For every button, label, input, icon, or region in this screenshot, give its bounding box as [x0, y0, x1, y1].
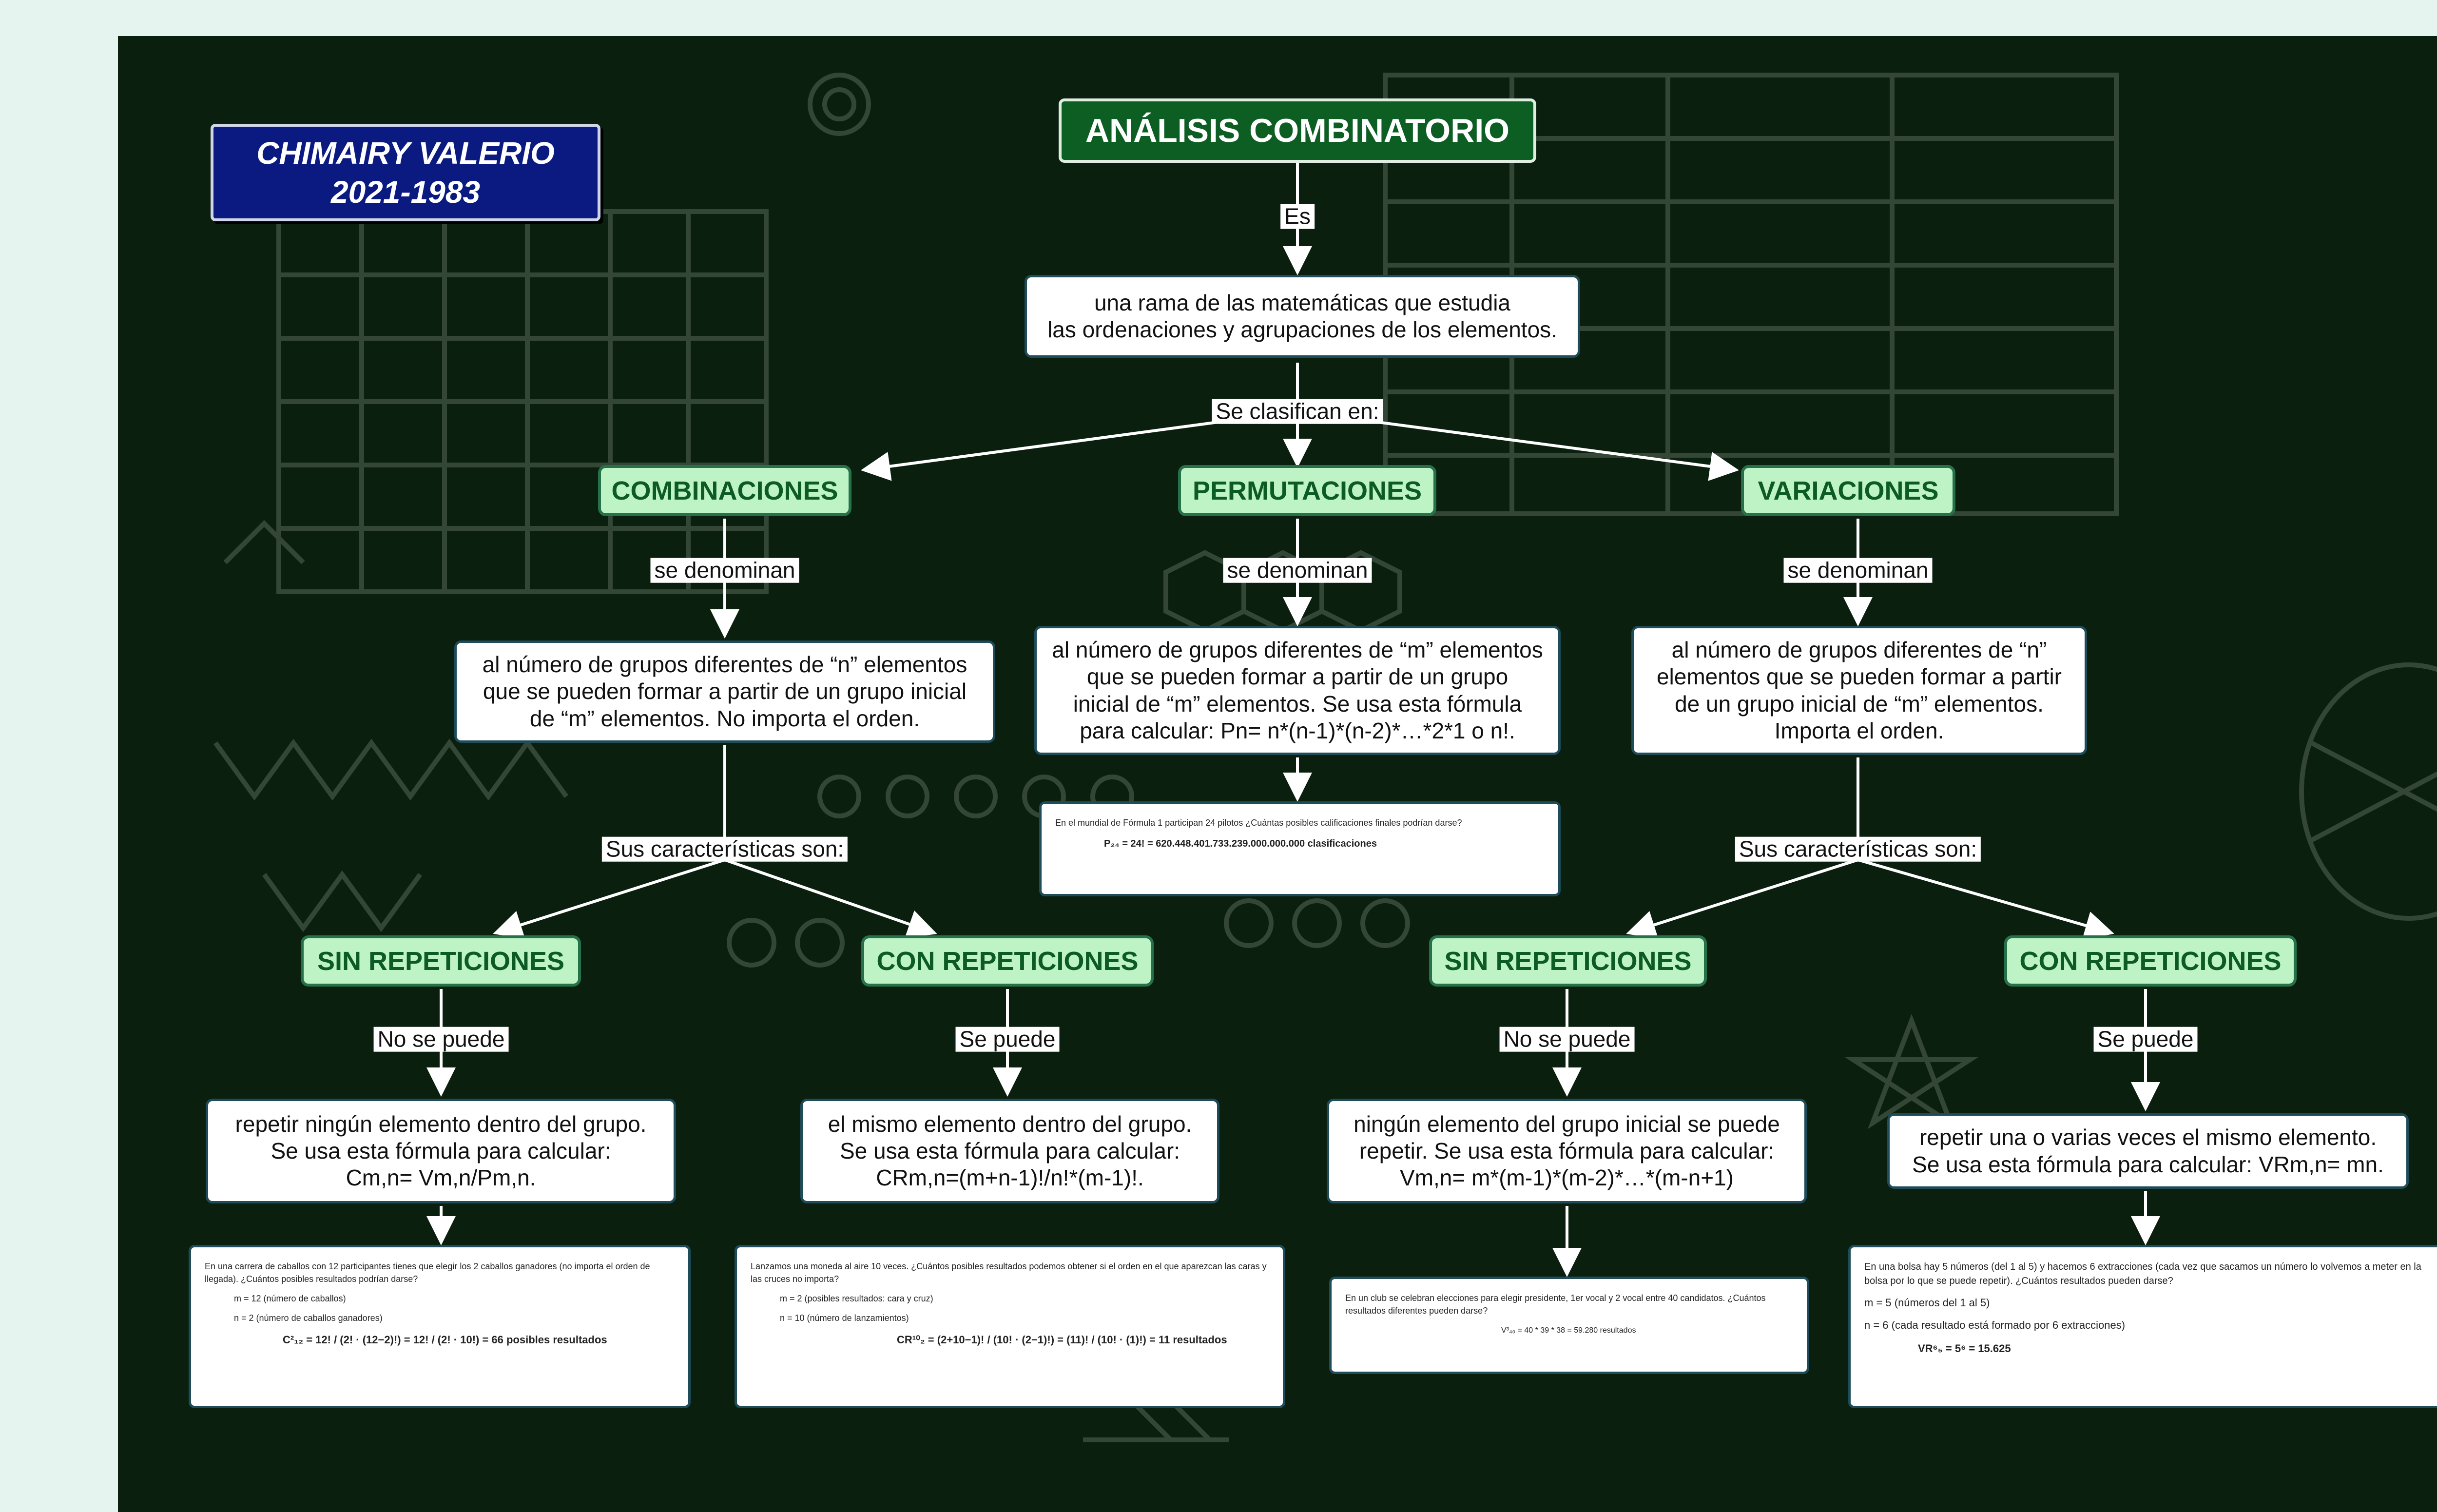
arrow-comb-to-con-rep — [724, 858, 937, 938]
permutaciones-example: En el mundial de Fórmula 1 participan 24… — [1039, 801, 1561, 896]
var-con-rep-example-n: n = 6 (cada resultado está formado por 6… — [1864, 1318, 2126, 1331]
comb-con-rep-example-m: m = 2 (posibles resultados: cara y cruz) — [780, 1294, 933, 1304]
comb-sin-rep-example: En una carrera de caballos con 12 partic… — [189, 1245, 691, 1408]
var-sin-rep-text: ningún elemento del grupo inicial se pue… — [1327, 1099, 1807, 1203]
label-var-no-se-puede: No se puede — [1499, 1027, 1635, 1052]
label-se-clasifican-en: Se clasifican en: — [1212, 399, 1383, 424]
arrow-var-to-sin-rep — [1626, 858, 1858, 939]
comb-con-rep-example-formula: CR¹⁰₂ = (2+10−1)! / (10! · (2−1)!) = (11… — [897, 1334, 1227, 1346]
permutaciones-example-problem: En el mundial de Fórmula 1 participan 24… — [1055, 818, 1462, 828]
label-comb-no-se-puede: No se puede — [373, 1027, 509, 1052]
root-title: ANÁLISIS COMBINATORIO — [1059, 98, 1536, 163]
label-es: Es — [1280, 204, 1315, 229]
permutaciones-example-formula: P₂₄ = 24! = 620.448.401.733.239.000.000.… — [1104, 838, 1377, 850]
permutaciones-definition: al número de grupos diferentes de “m” el… — [1034, 626, 1561, 755]
comb-sin-rep-example-m: m = 12 (número de caballos) — [234, 1294, 346, 1304]
comb-sin-repeticiones: SIN REPETICIONES — [301, 935, 581, 987]
combinaciones-definition: al número de grupos diferentes de “n” el… — [454, 640, 995, 743]
root-definition: una rama de las matemáticas que estudia … — [1025, 275, 1580, 358]
label-comb-se-denominan: se denominan — [650, 558, 799, 583]
comb-con-rep-example-n: n = 10 (número de lanzamientos) — [780, 1313, 909, 1323]
label-perm-se-denominan: se denominan — [1223, 558, 1372, 583]
category-permutaciones: PERMUTACIONES — [1178, 465, 1436, 516]
var-sin-rep-example-problem: En un club se celebran elecciones para e… — [1345, 1293, 1766, 1316]
author-name: CHIMAIRY VALERIO — [256, 136, 555, 171]
label-var-se-puede: Se puede — [2093, 1027, 2198, 1052]
comb-con-repeticiones: CON REPETICIONES — [861, 935, 1154, 987]
comb-sin-rep-example-problem: En una carrera de caballos con 12 partic… — [205, 1261, 650, 1284]
comb-con-rep-example: Lanzamos una moneda al aire 10 veces. ¿C… — [735, 1245, 1285, 1408]
category-variaciones: VARIACIONES — [1741, 465, 1955, 516]
category-combinaciones: COMBINACIONES — [598, 465, 851, 516]
comb-sin-rep-example-n: n = 2 (número de caballos ganadores) — [234, 1313, 383, 1323]
chalkboard-background: Es Se clasifican en: se denominan se den… — [118, 36, 2437, 1512]
var-sin-repeticiones: SIN REPETICIONES — [1429, 935, 1707, 987]
label-var-caracteristicas: Sus características son: — [1735, 837, 1981, 862]
var-con-repeticiones: CON REPETICIONES — [2004, 935, 2297, 987]
var-con-rep-example-m: m = 5 (números del 1 al 5) — [1864, 1297, 1990, 1309]
var-con-rep-example-formula: VR⁶₅ = 5⁶ = 15.625 — [1918, 1342, 2011, 1355]
arrow-comb-to-sin-rep — [493, 858, 725, 939]
comb-sin-rep-text: repetir ningún elemento dentro del grupo… — [206, 1099, 676, 1203]
var-sin-rep-example-formula: V³₄₀ = 40 * 39 * 38 = 59.280 resultados — [1501, 1326, 1636, 1335]
var-con-rep-example: En una bolsa hay 5 números (del 1 al 5) … — [1848, 1245, 2437, 1408]
var-sin-rep-example: En un club se celebran elecciones para e… — [1329, 1277, 1809, 1374]
var-con-rep-example-problem: En una bolsa hay 5 números (del 1 al 5) … — [1864, 1261, 2421, 1286]
variaciones-definition: al número de grupos diferentes de “n” el… — [1631, 626, 2087, 755]
label-comb-se-puede: Se puede — [955, 1027, 1060, 1052]
arrow-var-to-con-rep — [1857, 858, 2114, 940]
comb-con-rep-example-problem: Lanzamos una moneda al aire 10 veces. ¿C… — [751, 1261, 1267, 1284]
var-con-rep-text: repetir una o varias veces el mismo elem… — [1887, 1113, 2409, 1189]
author-years: 2021-1983 — [330, 174, 481, 210]
label-comb-caracteristicas: Sus características son: — [601, 837, 848, 862]
author-badge: CHIMAIRY VALERIO 2021-1983 — [211, 124, 600, 221]
label-var-se-denominan: se denominan — [1783, 558, 1933, 583]
comb-con-rep-text: el mismo elemento dentro del grupo. Se u… — [800, 1099, 1219, 1203]
comb-sin-rep-example-formula: C²₁₂ = 12! / (2! · (12−2)!) = 12! / (2! … — [283, 1334, 607, 1346]
